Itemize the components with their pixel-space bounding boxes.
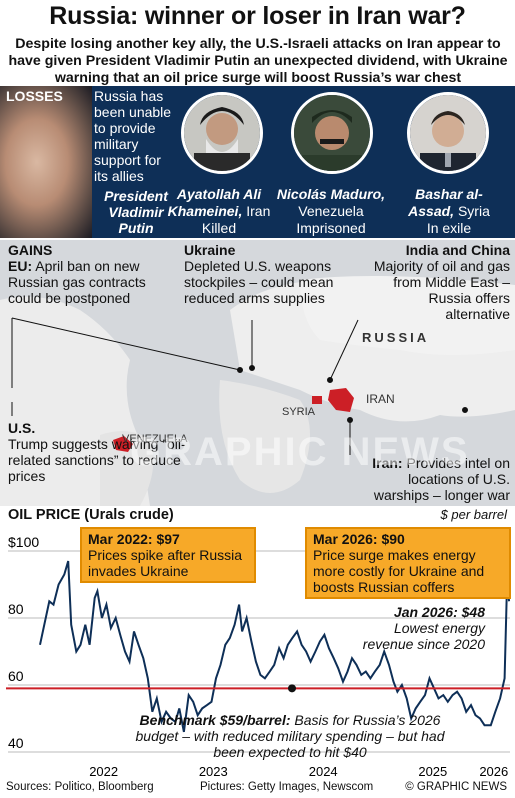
khamenei-photo (181, 92, 263, 174)
chart-unit: $ per barrel (440, 507, 507, 522)
y-tick-label: 60 (8, 668, 24, 684)
footer-sources: Sources: Politico, Bloomberg (6, 781, 154, 793)
watermark: GRAPHIC NEWS (130, 430, 470, 474)
x-tick-label: 2025 (418, 764, 447, 779)
ally-caption-maduro: Nicolás Maduro, Venezuela Imprisoned (276, 186, 386, 236)
page-title: Russia: winner or loser in Iran war? (49, 2, 466, 30)
footer-pictures: Pictures: Getty Images, Newscom (200, 781, 374, 793)
x-tick-label: 2024 (309, 764, 338, 779)
iran-shape (328, 388, 354, 412)
map-label-syria: SYRIA (282, 406, 316, 418)
x-tick-label: 2022 (89, 764, 118, 779)
putin-photo (0, 86, 92, 238)
assad-photo (407, 92, 489, 174)
gains-label: GAINS (8, 242, 53, 258)
syria-shape (312, 396, 322, 404)
map-graphic (0, 240, 515, 506)
gains-iran: Iran: Provides intel on locations of U.S… (372, 455, 510, 506)
annotation-mar-2026: Mar 2026: $90 Price surge makes energy mo… (305, 527, 511, 599)
losses-panel: LOSSES Russia has been unable to provide… (0, 86, 515, 238)
footer-logo: © GRAPHIC NEWS (405, 781, 507, 793)
chart-title: OIL PRICE (Urals crude) (8, 507, 174, 523)
annotation-benchmark: Benchmark $59/barrel: Basis for Russia’s… (135, 712, 445, 760)
ally-caption-khamenei: Ayatollah Ali Khameinei, Iran Killed (167, 186, 271, 236)
y-tick-label: $100 (8, 534, 39, 550)
y-tick-label: 40 (8, 735, 24, 751)
oil-price-line (39, 560, 511, 733)
x-tick-label: 2023 (199, 764, 228, 779)
world-map: GAINS EU: April ban on new Russian gas c… (0, 240, 515, 506)
gains-india-china: India and China Majority of oil and gas f… (373, 242, 510, 322)
maduro-photo (291, 92, 373, 174)
putin-caption: President Vladimir Putin (104, 188, 168, 236)
map-label-venezuela: VENEZUELA (122, 433, 188, 445)
y-tick-label: 80 (8, 601, 24, 617)
ally-caption-assad: Bashar al-Assad, Syria In exile (408, 186, 490, 236)
annotation-mar-2022: Mar 2022: $97 Prices spike after Russia i… (80, 527, 256, 583)
benchmark-dot (288, 684, 296, 693)
gains-ukraine: Ukraine Depleted U.S. weapons stockpiles … (184, 242, 334, 306)
gains-us: U.S. Trump suggests waiving “oil-related … (8, 420, 186, 484)
annotation-jan-2026: Jan 2026: $48 Lowest energy revenue since… (362, 604, 485, 652)
map-label-russia: RUSSIA (362, 330, 430, 345)
x-tick-label: 2026 (479, 764, 508, 779)
losses-text: Russia has been unable to provide milita… (94, 88, 172, 184)
losses-label: LOSSES (6, 88, 63, 104)
map-label-iran: IRAN (366, 392, 395, 406)
venezuela-shape (113, 436, 133, 452)
page-subtitle: Despite losing another key ally, the U.S… (8, 36, 508, 86)
gains-eu: GAINS EU: April ban on new Russian gas c… (8, 242, 146, 306)
